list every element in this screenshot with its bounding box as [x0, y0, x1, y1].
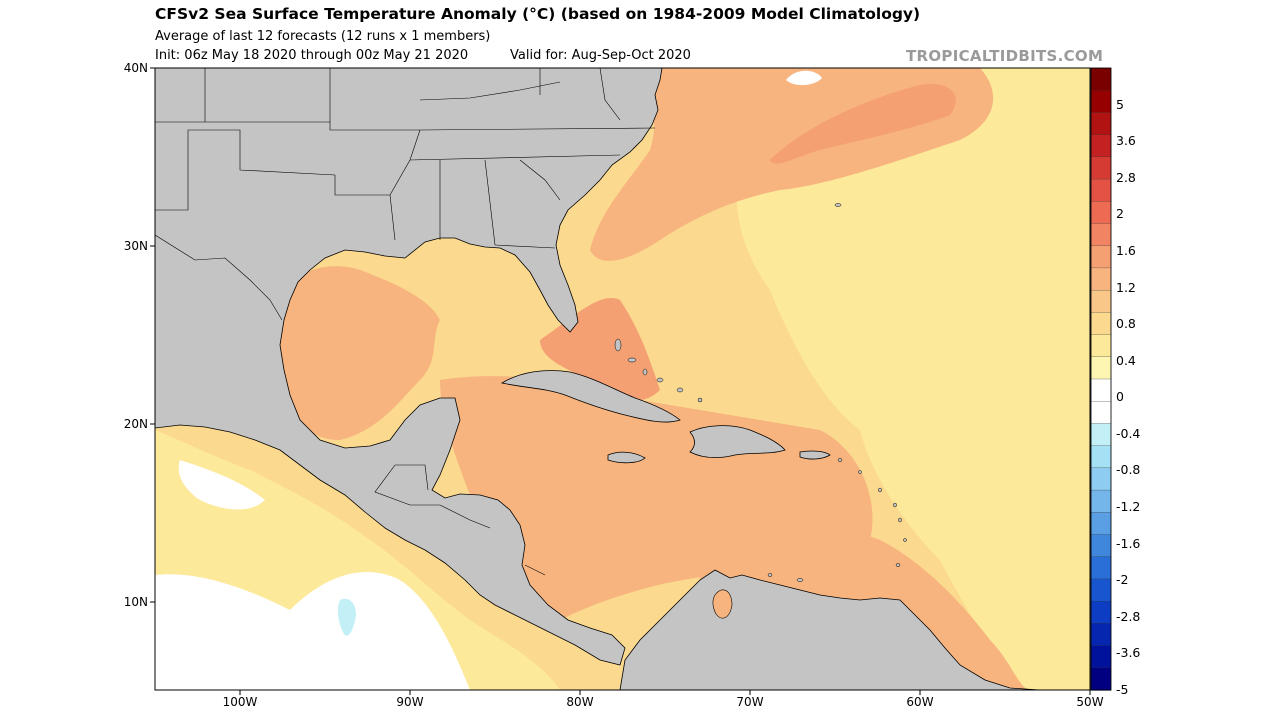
map-frame	[154, 67, 1091, 691]
country-borders	[155, 234, 546, 576]
land-puerto-rico	[799, 450, 831, 460]
colorbar-segment	[1090, 90, 1112, 114]
land-hispaniola	[689, 425, 786, 458]
colorbar-segment	[1090, 178, 1112, 202]
colorbar-segment	[1090, 445, 1112, 469]
colorbar-label: 2	[1116, 206, 1124, 222]
colorbar-segment	[1090, 267, 1112, 291]
land-north-america	[155, 68, 663, 666]
colorbar-label: 0	[1116, 389, 1124, 405]
colorbar-label: 0.8	[1116, 316, 1136, 332]
colorbar-label: -2.8	[1116, 608, 1141, 624]
anomaly-zone-east-pacific-neutral	[155, 571, 470, 690]
colorbar-segment	[1090, 112, 1112, 136]
colorbar-segment	[1090, 623, 1112, 647]
colorbar-label: 0.4	[1116, 352, 1136, 368]
colorbar-segment	[1090, 512, 1112, 536]
anomaly-zone-gulf-of-mexico	[277, 266, 440, 440]
state-borders	[155, 68, 656, 249]
colorbar-segment	[1090, 489, 1112, 513]
colorbar-segment	[1090, 667, 1112, 691]
colorbar-label: -3.6	[1116, 645, 1141, 661]
lon-label-90w: 90W	[396, 695, 424, 709]
colorbar-label: -2	[1116, 572, 1129, 588]
colorbar-segment	[1090, 223, 1112, 247]
caribbean-islands	[614, 203, 907, 582]
colorbar-segment	[1090, 356, 1112, 380]
colorbar-segment	[1090, 423, 1112, 447]
lon-label-60w: 60W	[906, 695, 934, 709]
colorbar-segment	[1090, 334, 1112, 358]
colorbar-label: 1.2	[1116, 279, 1136, 295]
colorbar-segment	[1090, 201, 1112, 225]
colorbar-segment	[1090, 67, 1112, 91]
colorbar-segment	[1090, 401, 1112, 425]
colorbar-label: -0.4	[1116, 425, 1141, 441]
colorbar-label: -1.2	[1116, 499, 1141, 515]
land-jamaica	[607, 451, 646, 464]
anomaly-zone-northern-neutral	[786, 70, 822, 86]
valid-period: Valid for: Aug-Sep-Oct 2020	[510, 48, 691, 63]
colorbar-label: -5	[1116, 682, 1129, 697]
lat-label-10n: 10N	[123, 595, 148, 609]
lon-label-80w: 80W	[566, 695, 594, 709]
colorbar-segment	[1090, 156, 1112, 180]
lat-label-30n: 30N	[123, 239, 148, 253]
colorbar-segment	[1090, 578, 1112, 602]
colorbar-label: 2.8	[1116, 169, 1136, 185]
colorbar-segment	[1090, 467, 1112, 491]
colorbar-segment	[1090, 245, 1112, 269]
lat-label-20n: 20N	[123, 417, 148, 431]
map-subtitle: Average of last 12 forecasts (12 runs x …	[155, 29, 491, 44]
lon-label-50w: 50W	[1076, 695, 1104, 709]
colorbar-frame	[1090, 67, 1112, 691]
anomaly-zone-cold-patch	[337, 598, 356, 636]
colorbar-segment	[1090, 645, 1112, 669]
land-cuba	[500, 370, 681, 423]
colorbar-label: 5	[1116, 96, 1124, 112]
anomaly-zone-low-north	[1000, 140, 1090, 240]
map-title: CFSv2 Sea Surface Temperature Anomaly (°…	[155, 5, 921, 23]
colorbar-label: -1.6	[1116, 535, 1141, 551]
lon-label-70w: 70W	[736, 695, 764, 709]
colorbar-label: 3.6	[1116, 133, 1136, 149]
colorbar-segment	[1090, 378, 1112, 402]
lat-label-40n: 40N	[123, 61, 148, 75]
colorbar-segment	[1090, 556, 1112, 580]
colorbar-segment	[1090, 312, 1112, 336]
colorbar-label: 1.6	[1116, 242, 1136, 258]
lake-maracaibo	[712, 589, 733, 619]
colorbar	[1090, 67, 1112, 691]
anomaly-zone-low-east	[736, 68, 1090, 690]
colorbar-segment	[1090, 600, 1112, 625]
lon-label-100w: 100W	[222, 695, 258, 709]
anomaly-zone-northeast-max	[770, 84, 956, 164]
colorbar-segment	[1090, 134, 1112, 158]
colorbar-segment	[1090, 289, 1112, 314]
colorbar-segment	[1090, 534, 1112, 558]
map-plot-area	[155, 68, 1090, 690]
colorbar-label: -0.8	[1116, 462, 1141, 478]
init-time: Init: 06z May 18 2020 through 00z May 21…	[155, 48, 469, 63]
brand-watermark: TROPICALTIDBITS.COM	[906, 47, 1104, 65]
axis-ticks	[150, 67, 1091, 695]
anomaly-zone-pacific-patch	[178, 460, 265, 510]
